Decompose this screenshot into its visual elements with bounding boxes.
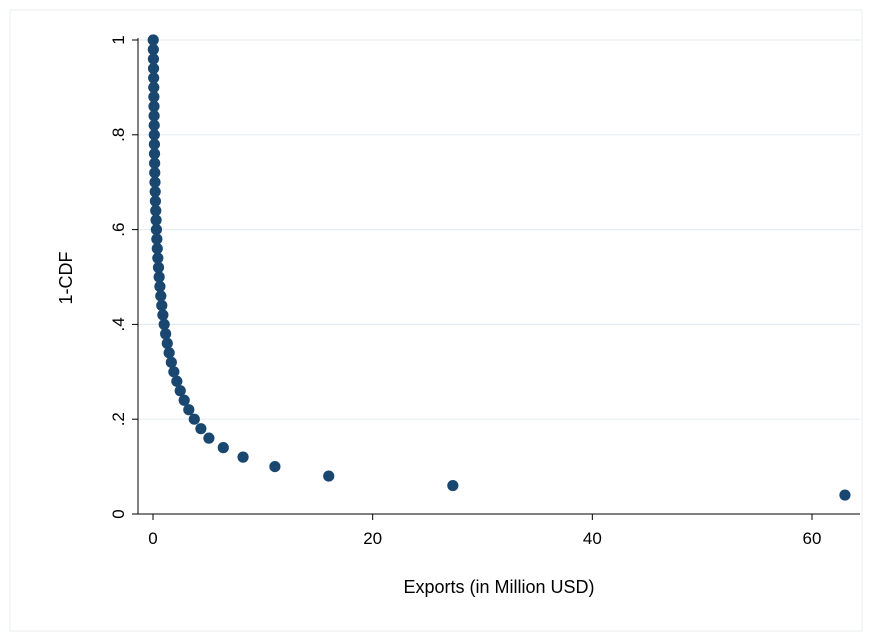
data-point xyxy=(154,280,166,293)
data-point xyxy=(148,81,160,93)
data-point xyxy=(152,261,165,274)
x-tick-label: 40 xyxy=(583,529,602,548)
data-point xyxy=(237,451,249,463)
data-points xyxy=(147,34,851,501)
data-point xyxy=(149,186,161,198)
data-point xyxy=(148,72,160,84)
data-point xyxy=(188,413,200,425)
data-point xyxy=(157,309,169,321)
data-point xyxy=(156,299,168,312)
data-point xyxy=(148,119,160,131)
data-point xyxy=(168,366,180,378)
data-point xyxy=(148,138,161,150)
data-point xyxy=(323,470,335,482)
data-point xyxy=(149,176,161,188)
data-point xyxy=(155,290,167,302)
data-point xyxy=(148,100,160,112)
data-point xyxy=(165,356,177,368)
data-point xyxy=(161,337,173,349)
data-point xyxy=(163,347,175,359)
data-point xyxy=(151,242,163,255)
data-point xyxy=(150,205,162,217)
graph-region-border xyxy=(9,9,863,632)
data-point xyxy=(147,53,160,65)
data-point xyxy=(149,195,162,207)
data-point xyxy=(148,148,161,160)
data-point xyxy=(174,385,186,397)
y-tick-label: .2 xyxy=(109,412,128,426)
data-point xyxy=(148,129,160,141)
gridlines xyxy=(138,39,860,420)
data-point xyxy=(147,34,159,46)
data-point xyxy=(152,252,164,264)
x-tick-label: 60 xyxy=(803,529,822,548)
data-point xyxy=(150,224,163,236)
y-tick-label: 1 xyxy=(109,35,128,44)
data-point xyxy=(217,442,229,454)
axes xyxy=(132,38,860,520)
x-tick-label: 20 xyxy=(363,529,382,548)
y-tick-label: 0 xyxy=(109,509,128,518)
data-point xyxy=(160,328,172,340)
data-point xyxy=(839,489,851,501)
tick-labels: 0 .2 .4 .6 .8 1 0 20 40 60 xyxy=(109,35,821,548)
y-tick-label: .6 xyxy=(109,223,128,237)
data-point xyxy=(269,461,281,473)
data-point xyxy=(171,375,183,387)
x-axis-title: Exports (in Million USD) xyxy=(403,577,594,597)
data-point xyxy=(151,233,163,245)
data-point xyxy=(150,214,162,226)
data-point xyxy=(153,271,165,283)
data-point xyxy=(158,318,170,330)
data-point xyxy=(183,404,195,416)
data-point xyxy=(148,110,160,122)
data-point xyxy=(447,479,459,492)
data-point xyxy=(149,167,161,179)
data-point xyxy=(203,432,215,444)
data-point xyxy=(147,43,159,56)
y-tick-label: .4 xyxy=(109,317,128,331)
y-tick-label: .8 xyxy=(109,128,128,142)
x-tick-label: 0 xyxy=(148,529,157,548)
data-point xyxy=(148,91,160,103)
data-point xyxy=(178,394,190,406)
data-point xyxy=(149,157,161,169)
data-point xyxy=(147,62,160,75)
data-point xyxy=(195,423,207,435)
y-axis-title: 1-CDF xyxy=(56,251,76,304)
